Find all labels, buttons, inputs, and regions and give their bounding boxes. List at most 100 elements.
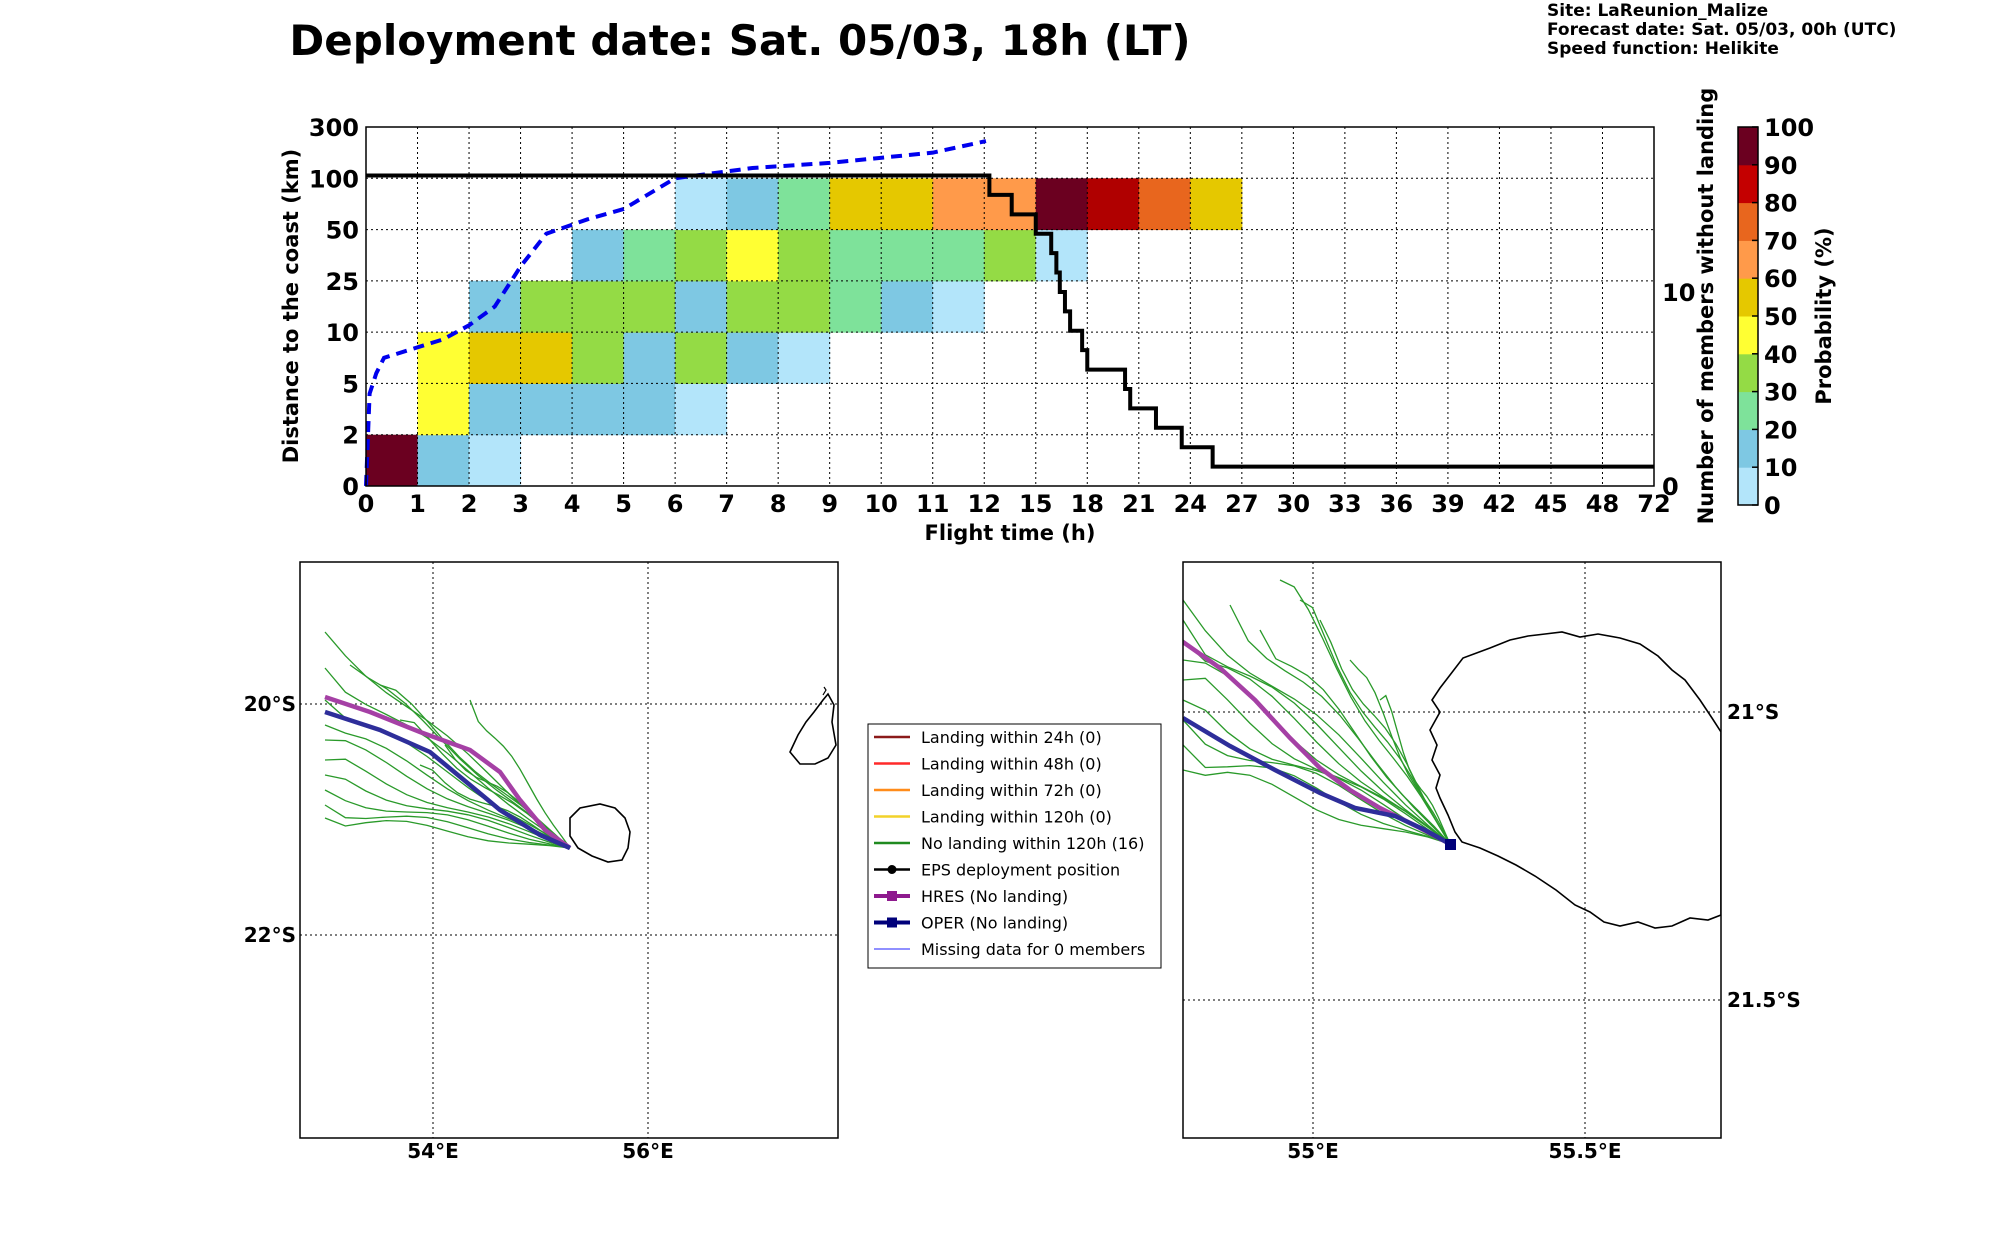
- colorbar-tick-label: 100: [1764, 114, 1814, 142]
- ensemble-track: [324, 804, 571, 849]
- heatmap-cell: [675, 383, 728, 436]
- y-tick-label: 25: [326, 268, 359, 296]
- colorbar-tick-label: 90: [1764, 152, 1797, 180]
- colorbar-segment: [1738, 202, 1758, 241]
- legend-entry: Landing within 120h (0): [874, 808, 1112, 827]
- x-tick-label: 0: [358, 490, 375, 518]
- members-without-landing-line: [366, 173, 1654, 469]
- x-tick-label: 3: [512, 490, 529, 518]
- legend-label: Missing data for 0 members: [921, 940, 1145, 959]
- ensemble-track: [324, 758, 571, 849]
- map-left-lat-tick-2: 22°S: [244, 923, 296, 947]
- colorbar-label: Probability (%): [1812, 227, 1836, 404]
- legend: Landing within 24h (0) Landing within 48h…: [867, 723, 1162, 969]
- x-tick-label: 39: [1431, 490, 1464, 518]
- ensemble-track: [1183, 769, 1451, 845]
- legend-label: Landing within 24h (0): [921, 728, 1102, 747]
- y-tick-label: 0: [342, 473, 359, 501]
- heatmap-cell: [932, 280, 985, 333]
- heatmap-cell: [675, 178, 728, 231]
- legend-entry: No landing within 120h (16): [874, 834, 1144, 853]
- colorbar: 0 10 20 30 40 50 60 70 80 90 100 Probability (%): [1737, 114, 1836, 520]
- colorbar-segment: [1738, 353, 1758, 393]
- ensemble-track: [324, 774, 571, 849]
- ensemble-track: [1319, 619, 1451, 845]
- heatmap-cell: [932, 178, 985, 231]
- x-tick-label: 9: [821, 490, 838, 518]
- heatmap-cell: [829, 280, 882, 333]
- legend-entry: Landing within 72h (0): [874, 781, 1102, 800]
- colorbar-tick-label: 40: [1764, 341, 1797, 369]
- y-tick-label: 10: [326, 319, 359, 347]
- heatmap-frame: [365, 126, 1655, 487]
- heatmap-cell: [778, 280, 831, 333]
- legend-label: Landing within 48h (0): [921, 755, 1102, 774]
- heatmap-cell: [469, 332, 522, 384]
- colorbar-tick-label: 80: [1764, 190, 1797, 218]
- x-tick-label: 1: [409, 490, 426, 518]
- probability-heatmap: 0 1 2 3 4 5 6 7 8 9 10 11 12 15 18 21 24 27 30 33 36 39 42 45 48…: [279, 88, 1718, 545]
- heatmap-cell: [623, 383, 676, 436]
- legend-entry: HRES (No landing): [874, 887, 1068, 906]
- x-tick-label: 27: [1225, 490, 1258, 518]
- heatmap-cell: [623, 229, 676, 282]
- map-left-lat-tick-1: 20°S: [244, 692, 296, 716]
- colorbar-segment: [1738, 467, 1758, 506]
- heatmap-cell: [623, 332, 676, 384]
- legend-entry: EPS deployment position: [874, 861, 1120, 880]
- ensemble-track: [324, 667, 571, 849]
- speed-function-label: Speed function: Helikite: [1547, 39, 1779, 59]
- heatmap-cell: [1190, 178, 1243, 231]
- legend-label: OPER (No landing): [921, 914, 1068, 933]
- x-tick-label: 45: [1534, 490, 1567, 518]
- x-tick-label: 36: [1380, 490, 1413, 518]
- ensemble-track: [1259, 629, 1451, 845]
- ensemble-track: [324, 789, 571, 849]
- y-tick-label: 2: [342, 422, 359, 450]
- x-tick-label: 33: [1328, 490, 1361, 518]
- x-tick-label: 6: [667, 490, 684, 518]
- ensemble-track: [1183, 599, 1451, 845]
- heatmap-cell: [469, 383, 522, 436]
- heatmap-cell: [881, 280, 934, 333]
- oper-track-overview: [324, 709, 571, 851]
- page-title: Deployment date: Sat. 05/03, 18h (LT): [289, 16, 1191, 65]
- ensemble-track: [1229, 604, 1451, 845]
- ensemble-track: [469, 699, 571, 849]
- heatmap-cell: [1138, 178, 1191, 231]
- y2-tick-label: 0: [1662, 473, 1679, 501]
- legend-entry: Missing data for 0 members: [874, 940, 1145, 959]
- heatmap-cell: [623, 280, 676, 333]
- x-tick-label: 42: [1483, 490, 1516, 518]
- heatmap-cell: [675, 229, 728, 282]
- x-tick-label: 12: [968, 490, 1001, 518]
- heatmap-cell: [520, 280, 573, 333]
- ensemble-track: [1183, 677, 1451, 845]
- x-tick-label: 8: [770, 490, 787, 518]
- x-tick-label: 30: [1277, 490, 1310, 518]
- heatmap-cells: [366, 178, 1243, 487]
- reunion-island-outline-zoom: [1429, 631, 1721, 929]
- oper-track-zoom: [1183, 716, 1452, 846]
- heatmap-cell: [829, 229, 882, 282]
- map-overview: 54°E 56°E 20°S 22°S: [244, 561, 839, 1163]
- hres-track-overview: [324, 694, 572, 850]
- legend-entry: Landing within 48h (0): [874, 755, 1102, 774]
- colorbar-tick-label: 0: [1764, 492, 1781, 520]
- info-box: Site: LaReunion_Malize Forecast date: Sa…: [1547, 2, 1896, 59]
- heatmap-cell: [520, 383, 573, 436]
- y2-tick-label: 10: [1662, 279, 1695, 307]
- ensemble-track: [1349, 659, 1451, 845]
- heatmap-cell: [572, 229, 625, 282]
- colorbar-tick-label: 70: [1764, 227, 1797, 255]
- y-tick-label: 100: [309, 165, 359, 193]
- map-left-lon-tick-1: 54°E: [407, 1139, 459, 1163]
- x-tick-label: 24: [1174, 490, 1207, 518]
- colorbar-ticks: 0 10 20 30 40 50 60 70 80 90 100: [1752, 114, 1814, 520]
- ensemble-track: [1183, 619, 1451, 845]
- heatmap-cell: [829, 178, 882, 231]
- x-tick-label: 15: [1019, 490, 1052, 518]
- map-right-lon-tick-2: 55.5°E: [1548, 1139, 1621, 1163]
- mean-distance-line: [364, 139, 987, 487]
